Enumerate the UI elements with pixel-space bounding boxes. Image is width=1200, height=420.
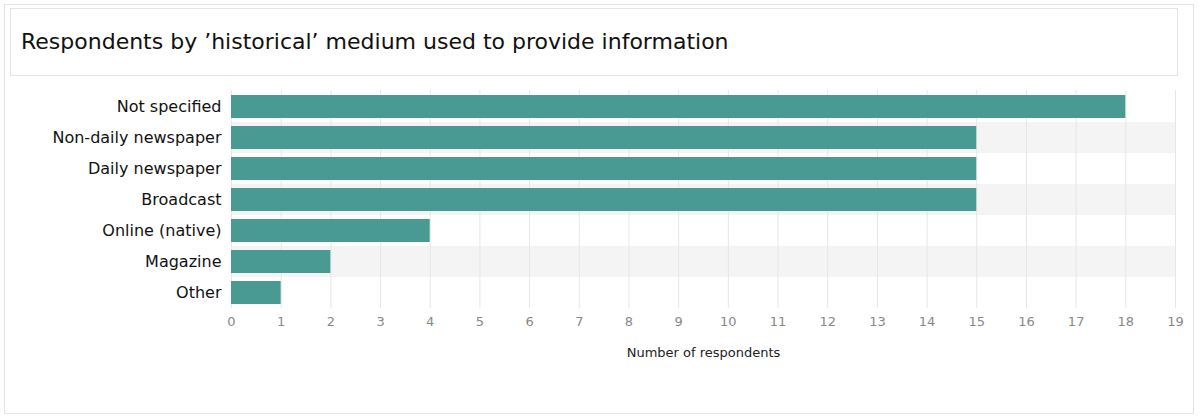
svg-text:6: 6 — [525, 314, 533, 329]
html-text:Respondents by ’historical’ me: Respondents by ’historical’ medium used … — [21, 29, 729, 54]
svg-text:Magazine: Magazine — [145, 252, 221, 271]
svg-text:10: 10 — [720, 314, 737, 329]
svg-text:7: 7 — [575, 314, 583, 329]
svg-text:Number of respondents: Number of respondents — [627, 345, 781, 360]
svg-text:1: 1 — [277, 314, 285, 329]
svg-text:16: 16 — [1018, 314, 1035, 329]
svg-text:4: 4 — [426, 314, 434, 329]
svg-text:0: 0 — [227, 314, 235, 329]
svg-text:Non-daily newspaper: Non-daily newspaper — [52, 128, 221, 147]
svg-text:9: 9 — [675, 314, 683, 329]
svg-text:19: 19 — [1167, 314, 1184, 329]
svg-text:Other: Other — [176, 283, 222, 302]
svg-text:14: 14 — [919, 314, 936, 329]
svg-text:17: 17 — [1068, 314, 1085, 329]
svg-text:11: 11 — [770, 314, 787, 329]
svg-text:Not specified: Not specified — [117, 97, 222, 116]
svg-text:13: 13 — [869, 314, 886, 329]
svg-text:15: 15 — [968, 314, 985, 329]
svg-text:8: 8 — [625, 314, 633, 329]
svg-text:3: 3 — [376, 314, 384, 329]
svg-text:Online (native): Online (native) — [102, 221, 221, 240]
svg-text:Daily newspaper: Daily newspaper — [88, 159, 222, 178]
svg-text:2: 2 — [327, 314, 335, 329]
svg-text:Broadcast: Broadcast — [141, 190, 221, 209]
svg-text:18: 18 — [1118, 314, 1135, 329]
svg-text:12: 12 — [819, 314, 836, 329]
svg-text:5: 5 — [476, 314, 484, 329]
